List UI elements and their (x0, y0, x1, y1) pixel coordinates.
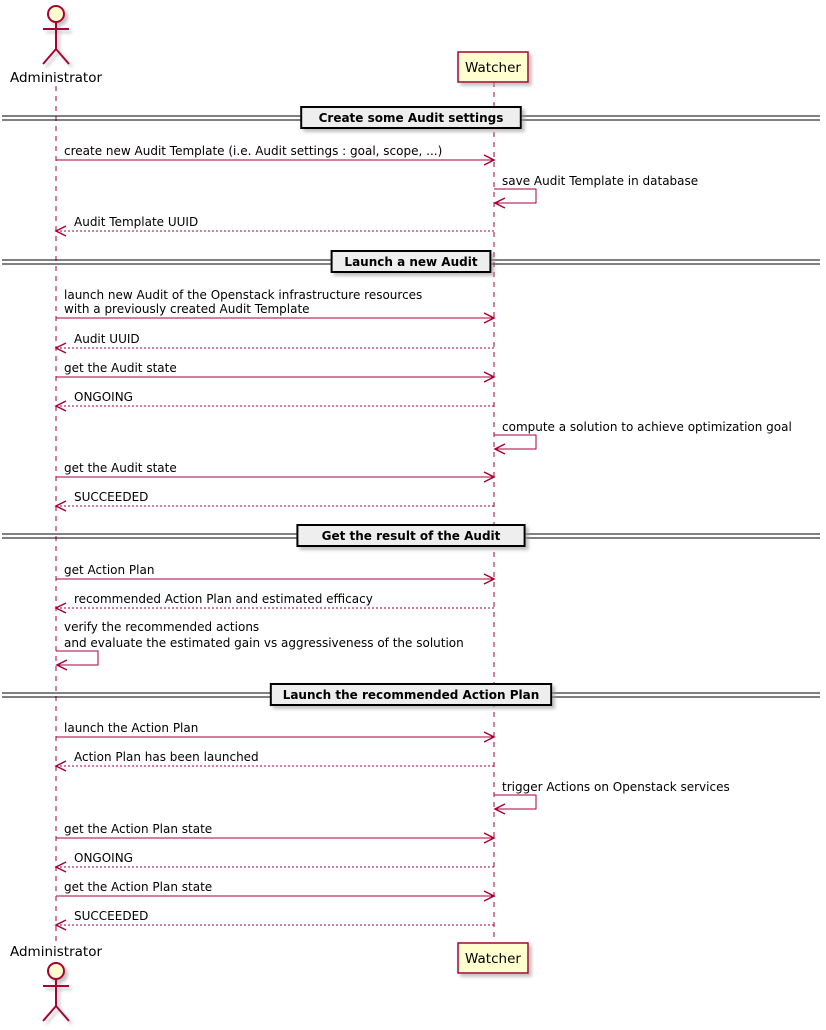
actor-leg (42, 48, 57, 65)
arrowhead (54, 500, 67, 512)
message: launch the Action Plan (56, 721, 496, 743)
actor-head (47, 5, 65, 23)
actor-administrator: Administrator (10, 5, 102, 86)
message: get the Audit state (56, 461, 496, 483)
message-label: trigger Actions on Openstack services (502, 780, 730, 794)
actor-administrator: Administrator (10, 944, 102, 1022)
actor-leg (55, 48, 70, 65)
return-message: SUCCEEDED (54, 490, 494, 512)
arrowhead (54, 760, 67, 772)
message-label: get the Audit state (64, 361, 177, 375)
return-message: ONGOING (54, 851, 494, 873)
message-label: recommended Action Plan and estimated ef… (74, 592, 373, 606)
message-label: get the Action Plan state (64, 880, 212, 894)
participant-box (457, 51, 529, 83)
participant-label: Watcher (465, 60, 521, 76)
return-message: ONGOING (54, 390, 494, 412)
message-label: get the Action Plan state (64, 822, 212, 836)
message-label: ONGOING (74, 390, 133, 404)
arrowhead (55, 659, 68, 671)
arrowhead (493, 443, 506, 455)
message-label: compute a solution to achieve optimizati… (502, 420, 792, 434)
arrowhead (483, 832, 496, 844)
message-label: and evaluate the estimated gain vs aggre… (64, 636, 464, 650)
self-message: save Audit Template in database (493, 174, 698, 209)
arrowhead (483, 371, 496, 383)
section-divider: Launch the recommended Action Plan (2, 683, 820, 706)
arrowhead (483, 154, 496, 166)
actor-head (47, 962, 65, 980)
message-label: ONGOING (74, 851, 133, 865)
self-message: compute a solution to achieve optimizati… (493, 420, 792, 455)
arrowhead (54, 400, 67, 412)
arrowhead (483, 312, 496, 324)
participant-label: Administrator (10, 944, 102, 960)
arrowhead (483, 731, 496, 743)
arrowhead (54, 919, 67, 931)
arrowhead (493, 803, 506, 815)
actor-icon (42, 962, 70, 1022)
arrowhead (54, 342, 67, 354)
message-label: with a previously created Audit Template (64, 302, 310, 316)
message: get the Action Plan state (56, 822, 496, 844)
message-label: SUCCEEDED (74, 490, 148, 504)
self-message: verify the recommended actions and evalua… (55, 620, 464, 671)
self-message: trigger Actions on Openstack services (493, 780, 730, 815)
arrowhead (54, 602, 67, 614)
arrowhead (54, 861, 67, 873)
return-message: recommended Action Plan and estimated ef… (54, 592, 494, 614)
section-divider: Get the result of the Audit (2, 524, 820, 547)
divider-box (330, 250, 492, 273)
message-label: Action Plan has been launched (74, 750, 259, 764)
return-message: Audit UUID (54, 332, 494, 354)
message-label: Audit UUID (74, 332, 140, 346)
participant-watcher: Watcher (457, 51, 529, 83)
message-label: create new Audit Template (i.e. Audit se… (64, 144, 442, 158)
arrowhead (483, 471, 496, 483)
message: get the Audit state (56, 361, 496, 383)
divider-label: Launch the recommended Action Plan (283, 688, 540, 702)
divider-box (300, 106, 522, 129)
arrowhead (483, 573, 496, 585)
divider-box (296, 524, 526, 547)
section-divider: Launch a new Audit (2, 250, 820, 273)
participant-box (457, 942, 529, 974)
section-divider: Create some Audit settings (2, 106, 820, 129)
arrowhead (493, 197, 506, 209)
message: launch new Audit of the Openstack infras… (56, 288, 496, 324)
arrowhead (483, 890, 496, 902)
arrowhead (54, 225, 67, 237)
message: create new Audit Template (i.e. Audit se… (56, 144, 496, 166)
message-label: get Action Plan (64, 563, 154, 577)
participant-label: Administrator (10, 70, 102, 86)
message-label: get the Audit state (64, 461, 177, 475)
actor-leg (42, 1005, 57, 1022)
actor-leg (55, 1005, 70, 1022)
message: get the Action Plan state (56, 880, 496, 902)
message: get Action Plan (56, 563, 496, 585)
message-arrow (494, 434, 537, 450)
return-message: SUCCEEDED (54, 909, 494, 931)
message-arrow (56, 650, 99, 666)
divider-label: Create some Audit settings (319, 111, 504, 125)
message-label: launch the Action Plan (64, 721, 198, 735)
participant-watcher: Watcher (457, 942, 529, 974)
divider-label: Get the result of the Audit (322, 529, 501, 543)
message-label: verify the recommended actions (64, 620, 259, 634)
message-label: save Audit Template in database (502, 174, 698, 188)
message-arrow (494, 794, 537, 810)
return-message: Audit Template UUID (54, 215, 494, 237)
participant-label: Watcher (465, 951, 521, 967)
return-message: Action Plan has been launched (54, 750, 494, 772)
actor-icon (42, 5, 70, 65)
message-label: Audit Template UUID (74, 215, 198, 229)
message-arrow (494, 188, 537, 204)
message-label: launch new Audit of the Openstack infras… (64, 288, 422, 302)
divider-label: Launch a new Audit (344, 255, 477, 269)
message-label: SUCCEEDED (74, 909, 148, 923)
divider-box (269, 683, 553, 706)
